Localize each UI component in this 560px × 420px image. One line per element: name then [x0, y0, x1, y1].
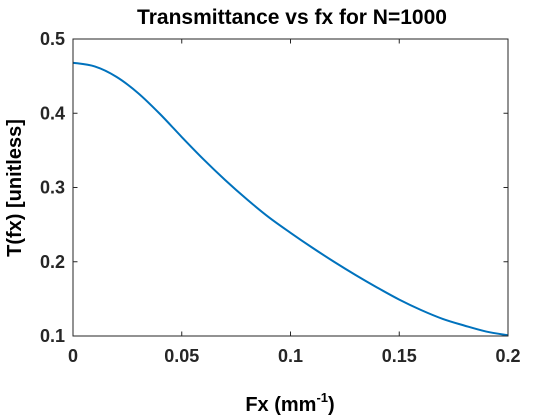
series-group — [72, 61, 509, 337]
chart-title: Transmittance vs fx for N=1000 — [137, 6, 447, 29]
y-tick-labels: 0.1 0.2 0.3 0.4 0.5 — [40, 29, 65, 346]
plot-area — [73, 39, 508, 336]
axes-box — [72, 38, 509, 337]
y-tick-label: 0.2 — [40, 252, 65, 272]
x-tick-label: 0.2 — [495, 346, 520, 366]
x-tick-label: 0.1 — [278, 346, 303, 366]
x-axis-label-main: Fx (mm — [245, 394, 316, 416]
x-axis-label-close: ) — [328, 394, 335, 416]
x-tick-label: 0.05 — [164, 346, 199, 366]
x-axis-label-superscript: -1 — [316, 390, 328, 405]
y-tick-label: 0.3 — [40, 178, 65, 198]
y-tick-label: 0.5 — [40, 29, 65, 49]
series-line — [72, 61, 509, 337]
y-tick-label: 0.1 — [40, 326, 65, 346]
x-tick-label: 0.15 — [382, 346, 417, 366]
x-axis-label: Fx (mm-1) — [245, 390, 334, 416]
y-tick-label: 0.4 — [40, 103, 65, 123]
x-tick-label: 0 — [68, 346, 78, 366]
x-tick-labels: 0 0.05 0.1 0.15 0.2 — [68, 346, 521, 366]
y-axis-label: T(fx) [unitless] — [4, 119, 26, 257]
